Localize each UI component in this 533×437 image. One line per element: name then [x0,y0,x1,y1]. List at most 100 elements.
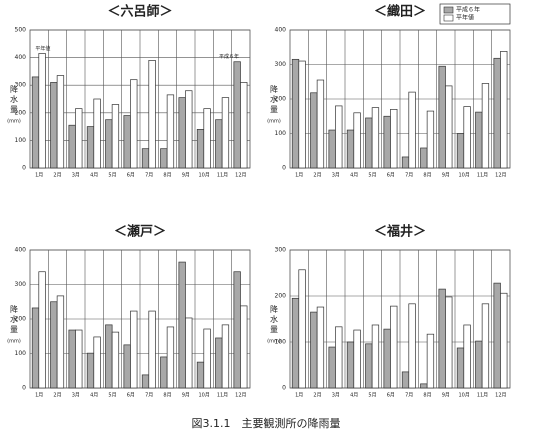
x-tick-label: 9月 [182,393,190,399]
bar [335,105,343,169]
bar [390,108,398,169]
x-tick-label: 6月 [387,393,395,399]
x-tick-label: 4月 [90,393,98,399]
x-tick-label: 5月 [368,393,376,399]
bar [50,301,58,389]
bar [310,92,318,169]
y-tick-label: 0 [282,165,286,172]
bar [426,110,435,169]
x-tick-label: 7月 [405,173,413,179]
bar [38,271,46,389]
bar [328,129,336,169]
x-tick-label: 8月 [423,393,431,399]
y-tick-label: 200 [275,293,287,300]
x-tick-label: 8月 [163,393,171,399]
y-tick-label: 500 [15,27,27,34]
bar [86,126,95,169]
bar [203,328,211,389]
chart-title: ＜織田＞ [374,4,426,20]
bar [335,326,343,389]
x-tick-label: 3月 [72,173,80,179]
bar [328,346,336,389]
bar [493,282,501,389]
bar [365,343,373,389]
caption: 図3.1.1 主要観測所の降雨量 [192,416,341,430]
x-tick-label: 3月 [72,393,80,399]
annotation: 平年値 [35,45,50,52]
bar [221,324,230,389]
bar [148,310,156,389]
bar [215,119,223,169]
chart-title: ＜六呂師＞ [107,4,172,20]
bar [390,305,398,389]
x-tick-label: 1月 [35,173,43,179]
y-tick-label: 0 [22,385,26,392]
x-tick-label: 2月 [53,173,61,179]
bar [56,75,65,169]
bar [160,148,168,169]
bar [196,361,205,389]
x-tick-label: 6月 [127,393,135,399]
y-tick-label: 100 [275,130,287,137]
bar [291,58,300,169]
x-tick-label: 6月 [387,173,395,179]
x-tick-label: 12月 [495,173,506,179]
bar [93,336,101,389]
bar [148,60,156,169]
y-tick-label: 100 [15,350,27,357]
bar [141,374,150,389]
y-tick-label: 200 [15,316,27,323]
y-axis-unit: (mm) [7,119,21,125]
legend-swatch [443,6,454,14]
bar [445,296,453,389]
y-tick-label: 0 [22,165,26,172]
bar [240,82,248,169]
legend-label: 平年値 [456,14,474,22]
y-tick-label: 200 [15,109,27,116]
x-tick-label: 12月 [495,393,506,399]
y-tick-label: 0 [282,385,286,392]
bar [346,129,355,169]
bar [291,297,300,389]
x-tick-label: 11月 [217,393,228,399]
bar [75,108,83,169]
bar [456,133,465,169]
x-tick-label: 12月 [235,393,246,399]
x-tick-label: 1月 [35,393,43,399]
y-tick-label: 300 [275,247,287,254]
chart-title: ＜瀬戸＞ [114,224,166,240]
bar [166,94,175,169]
x-tick-label: 9月 [182,173,190,179]
bar [178,261,186,389]
bar [86,352,95,389]
legend-box [439,3,511,25]
bar [438,288,446,389]
bar [401,371,410,389]
bar [111,104,120,169]
bar [445,85,453,169]
y-axis-label: 降水量 [270,304,278,334]
bar [426,333,435,389]
x-tick-label: 10月 [198,173,209,179]
x-tick-label: 1月 [295,393,303,399]
x-tick-label: 9月 [442,393,450,399]
bar [178,97,186,169]
x-tick-label: 3月 [332,393,340,399]
y-axis-unit: (mm) [267,119,281,125]
bar [310,311,318,389]
bar [233,61,241,169]
bar [475,340,483,389]
y-axis-label: 降水量 [270,84,278,114]
x-tick-label: 2月 [53,393,61,399]
y-tick-label: 300 [275,61,287,68]
bar [365,117,373,169]
bar [130,79,138,169]
bar [68,329,76,389]
x-tick-label: 2月 [313,173,321,179]
bar [123,344,131,389]
y-axis-unit: (mm) [7,339,21,345]
x-tick-label: 10月 [458,173,469,179]
x-tick-label: 3月 [332,173,340,179]
bar [203,108,211,169]
bar [383,328,391,389]
